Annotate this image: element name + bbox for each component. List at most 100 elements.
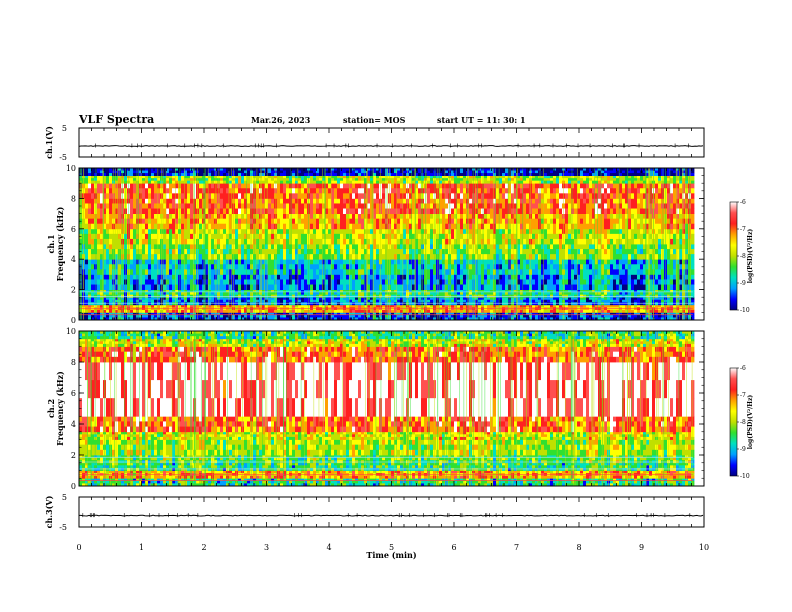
spectrogram-cell — [181, 228, 185, 235]
spectrogram-cell — [394, 254, 398, 260]
spectrogram-cell — [298, 180, 302, 184]
spectrogram-cell — [190, 228, 194, 235]
spectrogram-cell — [295, 279, 299, 285]
spectrogram-cell — [166, 188, 170, 194]
spectrogram-cell — [457, 292, 461, 296]
spectrogram-cell — [271, 180, 275, 184]
spectrogram-cell — [163, 218, 167, 225]
spectrogram-cell — [430, 302, 434, 306]
spectrogram-cell — [376, 168, 380, 171]
spectrogram-cell — [118, 180, 122, 184]
spectrogram-cell — [343, 173, 347, 176]
spectrogram-cell — [130, 168, 134, 171]
spectrogram-cell — [106, 302, 110, 306]
spectrogram-cell — [205, 264, 209, 270]
spectrogram-cell — [112, 269, 116, 275]
spectrogram-cell — [187, 249, 191, 255]
spectrogram-cell — [298, 183, 302, 189]
spectrogram-cell — [388, 213, 392, 220]
spectrogram-cell — [337, 218, 341, 225]
spectrogram-cell — [322, 170, 326, 174]
spectrogram-cell — [88, 203, 92, 209]
spectrogram-cell — [403, 228, 407, 235]
spectrogram-cell — [163, 284, 167, 290]
spectrogram-cell — [145, 178, 149, 182]
spectrogram-cell — [415, 312, 419, 316]
spectrogram-cell — [352, 198, 356, 204]
spectrogram-cell — [205, 193, 209, 199]
spectrogram-cell — [196, 312, 200, 316]
spectrogram-cell — [451, 312, 455, 316]
spectrogram-cell — [100, 249, 104, 255]
spectrogram-cell — [442, 244, 446, 250]
spectrogram-cell — [97, 264, 101, 270]
spectrogram-cell — [118, 264, 122, 270]
spectrogram-cell — [142, 309, 146, 313]
spectrogram-cell — [91, 188, 95, 194]
spectrogram-cell — [262, 279, 266, 285]
spectrogram-cell — [226, 292, 230, 296]
spectrogram-cell — [205, 228, 209, 235]
spectrogram-cell — [373, 264, 377, 270]
spectrogram-cell — [166, 203, 170, 209]
spectrogram-cell — [211, 198, 215, 204]
spectrogram-cell — [352, 203, 356, 209]
spectrogram-cell — [331, 279, 335, 285]
spectrogram-cell — [271, 274, 275, 280]
spectrogram-cell — [280, 238, 284, 245]
spectrogram-cell — [196, 314, 200, 318]
spectrogram-cell — [256, 175, 260, 179]
spectrogram-cell — [373, 279, 377, 285]
spectrogram-cell — [412, 312, 416, 316]
spectrogram-cell — [280, 198, 284, 204]
spectrogram-cell — [121, 244, 125, 250]
spectrogram-cell — [253, 213, 257, 220]
spectrogram-cell — [445, 302, 449, 306]
spectrogram-cell — [277, 180, 281, 184]
spectrogram-cell — [352, 218, 356, 225]
spectrogram-cell — [385, 304, 389, 308]
spectrogram-cell — [103, 297, 107, 301]
spectrogram-cell — [340, 198, 344, 204]
spectrogram-cell — [187, 309, 191, 313]
spectrogram-cell — [247, 173, 251, 176]
spectrogram-cell — [367, 269, 371, 275]
spectrogram-cell — [271, 269, 275, 275]
spectrogram-cell — [418, 228, 422, 235]
spectrogram-cell — [241, 317, 245, 320]
spectrogram-cell — [85, 188, 89, 194]
spectrogram-cell — [439, 244, 443, 250]
spectrogram-cell — [409, 264, 413, 270]
spectrogram-cell — [223, 254, 227, 260]
spectrogram-cell — [262, 213, 266, 220]
spectrogram-cell — [151, 274, 155, 280]
spectrogram-cell — [334, 175, 338, 179]
spectrogram-cell — [151, 289, 155, 293]
spectrogram-cell — [325, 168, 329, 171]
spectrogram-cell — [301, 170, 305, 174]
spectrogram-cell — [403, 264, 407, 270]
spectrogram-cell — [367, 289, 371, 293]
spectrogram-cell — [394, 168, 398, 171]
spectrogram-cell — [271, 297, 275, 301]
spectrogram-cell — [130, 173, 134, 176]
spectrogram-cell — [112, 218, 116, 225]
spectrogram-cell — [256, 269, 260, 275]
spectrogram-cell — [421, 178, 425, 182]
spectrogram-cell — [277, 292, 281, 296]
spectrogram-cell — [253, 274, 257, 280]
spectrogram-cell — [400, 193, 404, 199]
spectrogram-cell — [403, 218, 407, 225]
spectrogram-cell — [199, 173, 203, 176]
spectrogram-cell — [226, 259, 230, 265]
spectrogram-cell — [442, 299, 446, 303]
spectrogram-cell — [253, 183, 257, 189]
spectrogram-cell — [118, 233, 122, 240]
spectrogram-cell — [385, 208, 389, 214]
spectrogram-cell — [418, 244, 422, 250]
spectrogram-cell — [376, 284, 380, 290]
spectrogram-cell — [394, 203, 398, 209]
spectrogram-cell — [106, 299, 110, 303]
spectrogram-cell — [175, 284, 179, 290]
spectrogram-cell — [331, 180, 335, 184]
